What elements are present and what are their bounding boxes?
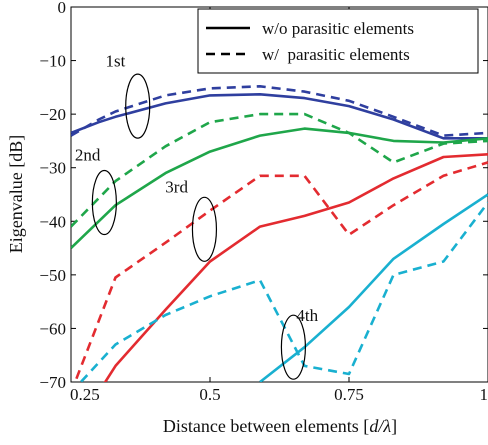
series-line-1st-solid (71, 93, 488, 140)
annotation-ellipse-2nd (91, 169, 117, 236)
legend: w/o parasitic elements w/ parasitic eleme… (197, 8, 479, 74)
x-tick-label: 0.5 (199, 385, 220, 404)
x-axis-title: Distance between elements [d/λ] (163, 416, 397, 436)
y-tick-label: −10 (39, 52, 66, 71)
annotation-label-4th: 4th (296, 306, 318, 325)
y-tick-label: 0 (58, 0, 67, 17)
series-group (71, 85, 488, 382)
y-axis-title: Eigenvalue [dB] (6, 135, 26, 253)
series-line-3rd-dashed (73, 161, 488, 382)
annotation-ellipse-4th (280, 314, 306, 380)
y-tick-label: −60 (39, 319, 66, 338)
series-line-1st-dashed (71, 85, 488, 137)
annotation-ellipse-1st (125, 73, 151, 139)
x-tick-label: 0.75 (334, 385, 364, 404)
x-axis-title-variable: d/λ (369, 416, 391, 436)
series-line-3rd-solid (103, 153, 488, 382)
y-tick-label: −20 (39, 105, 66, 124)
annotations-group: 1st 2nd 3rd 4th (75, 52, 319, 380)
axis-ticks: 0 −10 −20 −30 −40 −50 −60 −700.25 0.5 0.75 1 (39, 0, 488, 404)
annotation-label-1st: 1st (106, 52, 126, 71)
y-tick-label: −50 (39, 266, 66, 285)
legend-box (197, 8, 479, 74)
x-tick-label: 0.25 (70, 385, 100, 404)
annotation-ellipse-3rd (191, 196, 218, 262)
annotation-label-3rd: 3rd (165, 177, 188, 196)
x-tick-label: 1 (480, 385, 488, 404)
series-line-2nd-solid (71, 127, 488, 250)
series-line-2nd-dashed (71, 112, 488, 228)
legend-label: w/o parasitic elements (262, 19, 414, 38)
x-axis-title-prefix: Distance between elements [ (163, 416, 369, 436)
y-tick-label: −70 (39, 373, 66, 392)
y-tick-label: −40 (39, 212, 66, 231)
series-line-4th-dashed (79, 201, 488, 382)
y-tick-label: −30 (39, 159, 66, 178)
x-axis-title-suffix: ] (391, 416, 397, 436)
annotation-label-2nd: 2nd (75, 145, 101, 164)
legend-label: w/ parasitic elements (262, 45, 410, 64)
